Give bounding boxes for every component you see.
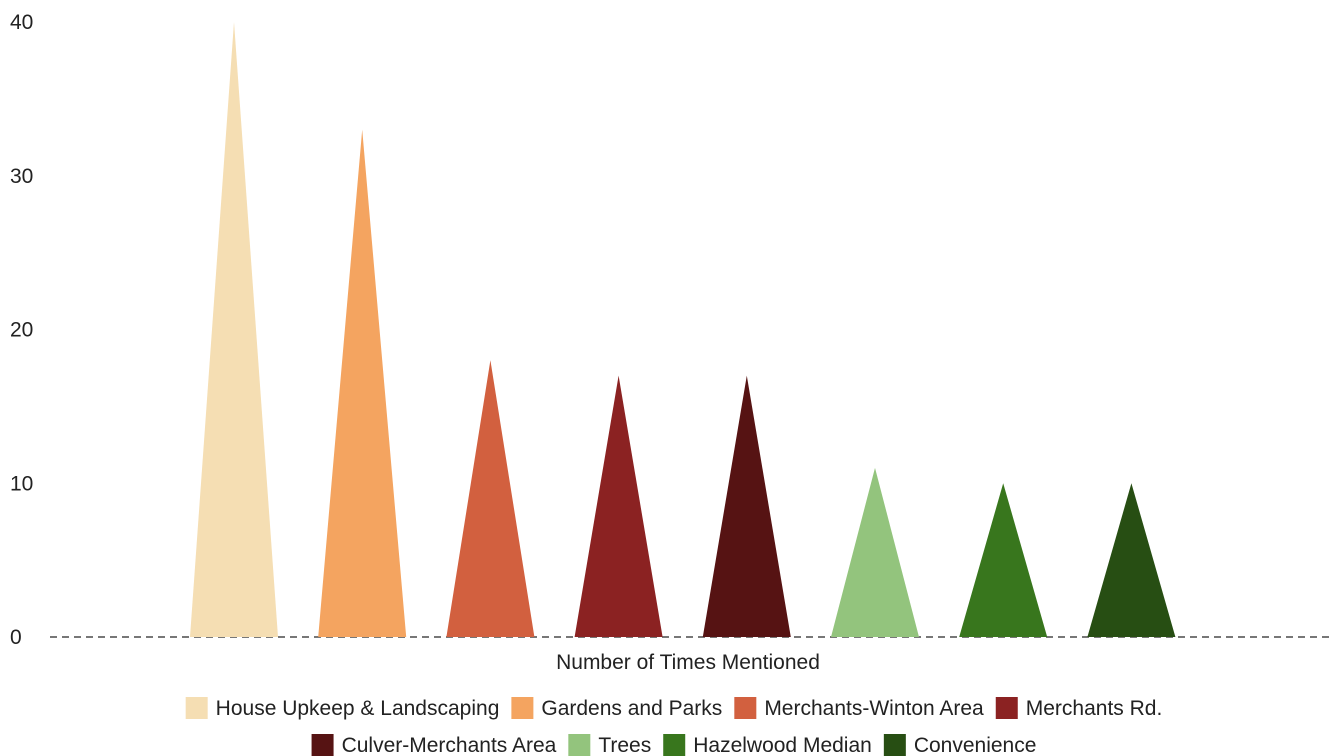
legend: House Upkeep & Landscaping Gardens and Pa… [185, 697, 1163, 756]
bars [190, 22, 1176, 637]
legend-item-trees: Trees [568, 734, 651, 756]
legend-swatch [995, 697, 1018, 719]
legend-label: Trees [598, 734, 651, 756]
y-tick-label: 30 [10, 165, 33, 188]
bar-trees [831, 467, 919, 637]
legend-swatch [311, 734, 334, 756]
legend-item-culver-merchants-area: Culver-Merchants Area [311, 734, 557, 756]
bar-house-upkeep-landscaping [190, 22, 278, 637]
legend-item-gardens-and-parks: Gardens and Parks [511, 697, 722, 720]
legend-swatch [511, 697, 534, 719]
y-tick-label: 10 [10, 472, 33, 495]
legend-label: Culver-Merchants Area [342, 734, 557, 756]
legend-swatch [185, 697, 208, 719]
y-tick-label: 20 [10, 319, 33, 342]
bar-convenience [1087, 483, 1176, 637]
legend-item-merchants-winton-area: Merchants-Winton Area [734, 697, 984, 720]
bar-merchants-winton-area [446, 360, 535, 637]
legend-swatch [663, 734, 686, 756]
bar-culver-merchants-area [702, 375, 791, 637]
legend-item-convenience: Convenience [883, 734, 1037, 756]
bar-hazelwood-median [959, 483, 1048, 637]
y-tick-label: 40 [10, 11, 33, 34]
bar-gardens-and-parks [318, 129, 407, 637]
legend-swatch [734, 697, 757, 719]
legend-swatch [883, 734, 906, 756]
bar-merchants-rd [574, 375, 663, 637]
legend-label: Merchants Rd. [1026, 697, 1163, 720]
y-axis: 0 10 20 30 40 [10, 11, 33, 649]
legend-label: Convenience [914, 734, 1037, 756]
legend-swatch [568, 734, 591, 756]
x-axis-label: Number of Times Mentioned [556, 651, 820, 674]
legend-label: Merchants-Winton Area [764, 697, 984, 720]
legend-label: Gardens and Parks [541, 697, 722, 720]
legend-item-merchants-rd: Merchants Rd. [995, 697, 1163, 720]
y-tick-label: 0 [10, 626, 22, 649]
legend-item-house-upkeep-landscaping: House Upkeep & Landscaping [185, 697, 500, 720]
legend-label: House Upkeep & Landscaping [216, 697, 500, 720]
legend-label: Hazelwood Median [693, 734, 872, 756]
legend-item-hazelwood-median: Hazelwood Median [663, 734, 872, 756]
